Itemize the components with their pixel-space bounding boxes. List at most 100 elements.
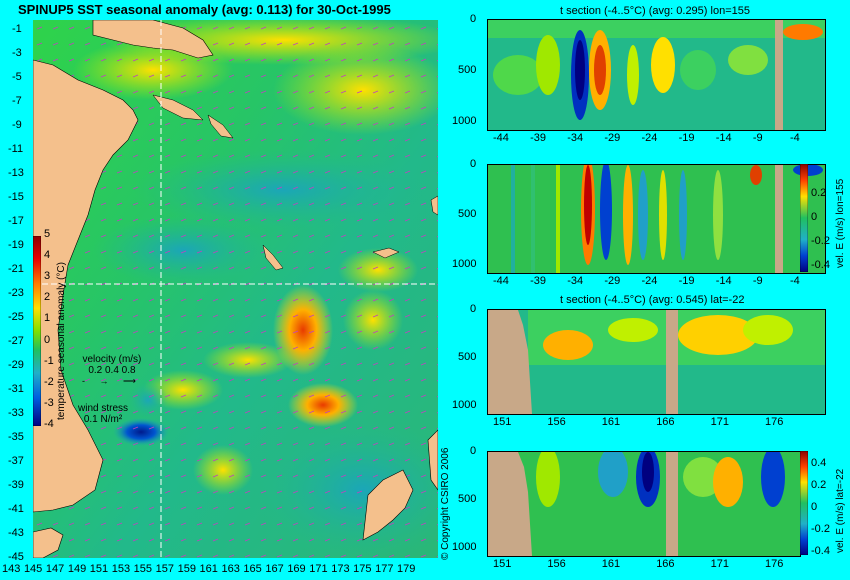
t-section-lon-panel (487, 19, 826, 131)
lon-tick-label: 171 (309, 563, 328, 575)
section-x-tick-label: -39 (530, 132, 547, 144)
lat-tick-label: -17 (8, 215, 24, 227)
lat-tick-label: -33 (8, 407, 24, 419)
lat-tick-label: -39 (8, 479, 24, 491)
panel-1-title: t section (-4..5°C) (avg: 0.295) lon=155 (560, 5, 750, 17)
section-x-tick-label: -14 (715, 132, 732, 144)
vel-lat-colorbar-tick: -0.4 (811, 545, 830, 557)
lat-tick-label: -41 (8, 503, 24, 515)
lat-tick-label: -27 (8, 335, 24, 347)
lon-tick-label: 175 (353, 563, 372, 575)
depth-tick-label: 500 (458, 351, 477, 363)
vel-lon-colorbar (800, 164, 808, 272)
lon-tick-label: 143 (2, 563, 21, 575)
vel-lon-colorbar-tick: 0 (811, 211, 818, 223)
lat-tick-label: -15 (8, 191, 24, 203)
section-x-tick-label: 151 (493, 416, 512, 428)
lon-tick-label: 179 (397, 563, 416, 575)
vel-lat-colorbar-label: vel. E (m/s) lat=-22 (835, 468, 846, 553)
section-x-tick-label: -29 (604, 132, 621, 144)
sst-colorbar-tick: 0 (44, 333, 51, 346)
section-x-tick-label: -29 (604, 275, 621, 287)
section-x-tick-label: 171 (710, 416, 729, 428)
vel-lat-colorbar-tick: 0.2 (811, 479, 827, 491)
section-x-tick-label: -9 (752, 132, 763, 144)
lon-tick-label: 167 (265, 563, 284, 575)
section-x-tick-label: -19 (678, 275, 695, 287)
sst-colorbar-label: temperature seasonal anomaly (°C) (56, 262, 67, 420)
lat-tick-label: -29 (8, 359, 24, 371)
depth-tick-label: 500 (458, 493, 477, 505)
lon-tick-label: 177 (375, 563, 394, 575)
lat-tick-label: -11 (8, 143, 24, 155)
lon-tick-label: 163 (221, 563, 240, 575)
sst-colorbar-tick: 1 (44, 312, 51, 325)
lat-tick-label: -23 (8, 287, 24, 299)
depth-tick-label: 0 (470, 158, 477, 170)
lon-tick-label: 173 (331, 563, 350, 575)
lat-tick-label: -13 (8, 167, 24, 179)
vel-lat-colorbar-tick: -0.2 (811, 523, 830, 535)
lon-tick-label: 147 (45, 563, 65, 575)
copyright-text: © Copyright CSIRO 2006 (440, 447, 451, 560)
section-x-tick-label: 161 (601, 416, 621, 428)
vel-lat-colorbar-tick: 0 (811, 501, 818, 513)
section-x-tick-label: 176 (765, 416, 784, 428)
lat-tick-label: -1 (12, 23, 22, 35)
lat-tick-label: -5 (12, 71, 22, 83)
sst-anomaly-map (33, 20, 438, 558)
depth-tick-label: 500 (458, 208, 477, 220)
lat-tick-label: -45 (8, 551, 24, 563)
section-x-tick-label: 171 (710, 558, 729, 570)
section-x-tick-label: -39 (530, 275, 547, 287)
lat-tick-label: -37 (8, 455, 24, 467)
sst-colorbar-tick: -3 (44, 396, 54, 409)
sst-colorbar-tick: 2 (44, 291, 51, 304)
lat-tick-label: -9 (12, 119, 22, 131)
section-x-tick-label: -4 (790, 275, 800, 287)
section-x-tick-label: -34 (567, 275, 584, 287)
t-section-lat-panel (487, 309, 826, 415)
lon-tick-label: 165 (243, 563, 262, 575)
velocity-legend-values: 0.2 0.4 0.8 (88, 365, 136, 376)
section-x-tick-label: -4 (790, 132, 800, 144)
vel-lon-colorbar-tick: 0.2 (811, 187, 827, 199)
section-x-tick-label: 176 (765, 558, 784, 570)
section-x-tick-label: -24 (641, 275, 658, 287)
lat-tick-label: -7 (12, 95, 22, 107)
wind-legend-value: 0.1 N/m² (83, 414, 123, 425)
section-x-tick-label: 151 (493, 558, 512, 570)
sst-colorbar-tick: -2 (44, 375, 54, 388)
depth-tick-label: 0 (470, 13, 477, 25)
lat-tick-label: -3 (12, 47, 22, 59)
section-x-tick-label: -34 (567, 132, 584, 144)
lon-tick-label: 169 (287, 563, 306, 575)
lon-tick-label: 145 (23, 563, 43, 575)
section-x-tick-label: -14 (715, 275, 732, 287)
sst-colorbar-tick: -4 (44, 418, 54, 430)
vel-section-lon-panel (487, 164, 826, 274)
depth-tick-label: 1000 (452, 399, 477, 411)
sst-colorbar-tick: 4 (44, 249, 51, 262)
vel-lon-colorbar-label: vel. E (m/s) lon=155 (835, 178, 846, 268)
lon-tick-label: 151 (89, 563, 109, 575)
vel-lon-colorbar-tick: -0.2 (811, 235, 830, 247)
depth-tick-label: 1000 (452, 541, 477, 553)
lon-tick-label: 161 (199, 563, 218, 575)
lat-tick-label: -25 (8, 311, 24, 323)
lat-tick-label: -35 (8, 431, 24, 443)
section-x-tick-label: 156 (547, 558, 566, 570)
velocity-legend-arrows: - → ⟶ (82, 376, 142, 386)
sst-colorbar (33, 236, 41, 426)
section-x-tick-label: -9 (752, 275, 763, 287)
lon-tick-label: 157 (155, 563, 174, 575)
section-x-tick-label: 161 (601, 558, 621, 570)
panel-3-title: t section (-4..5°C) (avg: 0.545) lat=-22 (560, 294, 745, 306)
lon-tick-label: 155 (133, 563, 153, 575)
depth-tick-label: 0 (470, 303, 477, 315)
wind-legend: wind stress 0.1 N/m² (78, 403, 128, 425)
depth-tick-label: 0 (470, 445, 477, 457)
lat-tick-label: -19 (8, 239, 24, 251)
wind-legend-title: wind stress (78, 403, 129, 414)
vel-section-lat-panel (487, 451, 801, 557)
